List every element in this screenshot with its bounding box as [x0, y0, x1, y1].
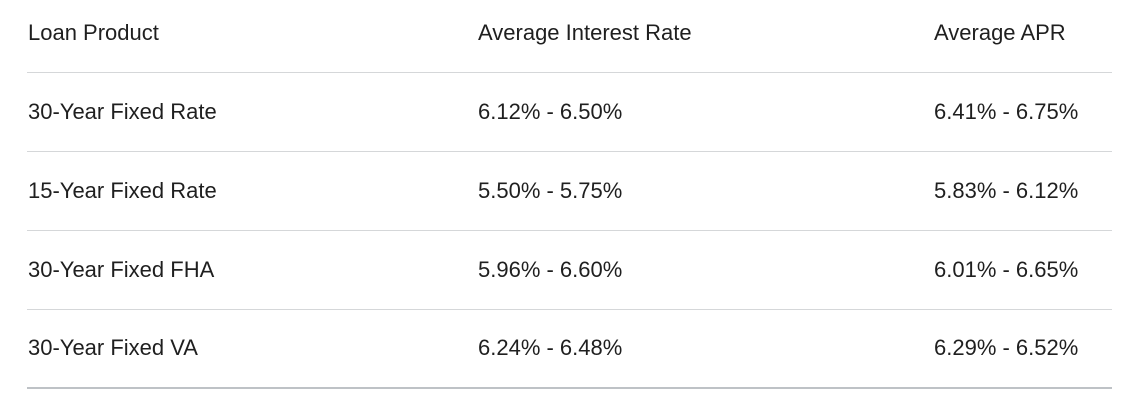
table-row: 30-Year Fixed VA 6.24% - 6.48% 6.29% - 6…	[27, 310, 1112, 389]
interest-rate-cell: 6.24% - 6.48%	[478, 335, 623, 361]
loan-rates-table: Loan Product Average Interest Rate Avera…	[27, 0, 1112, 389]
apr-cell: 6.41% - 6.75%	[934, 98, 1079, 124]
apr-cell: 6.29% - 6.52%	[934, 335, 1079, 361]
column-header-loan-product: Loan Product	[28, 20, 159, 46]
table-row: 30-Year Fixed FHA 5.96% - 6.60% 6.01% - …	[27, 231, 1112, 310]
interest-rate-cell: 5.96% - 6.60%	[478, 256, 623, 282]
loan-product-cell: 30-Year Fixed FHA	[28, 256, 215, 282]
table-row: 15-Year Fixed Rate 5.50% - 5.75% 5.83% -…	[27, 152, 1112, 231]
column-header-average-interest-rate: Average Interest Rate	[478, 20, 692, 46]
apr-cell: 6.01% - 6.65%	[934, 256, 1079, 282]
interest-rate-cell: 6.12% - 6.50%	[478, 98, 623, 124]
table-header-row: Loan Product Average Interest Rate Avera…	[27, 0, 1112, 73]
column-header-average-apr: Average APR	[934, 20, 1066, 46]
apr-cell: 5.83% - 6.12%	[934, 177, 1079, 203]
loan-product-cell: 30-Year Fixed VA	[28, 335, 198, 361]
loan-product-cell: 30-Year Fixed Rate	[28, 98, 217, 124]
interest-rate-cell: 5.50% - 5.75%	[478, 177, 623, 203]
loan-product-cell: 15-Year Fixed Rate	[28, 177, 217, 203]
table-row: 30-Year Fixed Rate 6.12% - 6.50% 6.41% -…	[27, 73, 1112, 152]
